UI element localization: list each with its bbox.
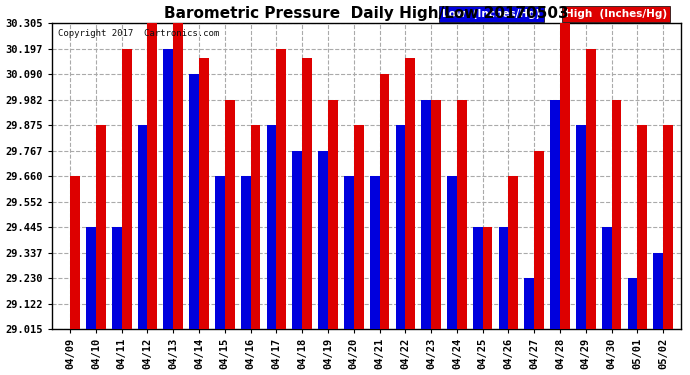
Bar [164,49,173,329]
Bar [405,57,415,329]
Bar [215,176,225,329]
Bar [431,100,441,329]
Bar [112,227,121,329]
Bar [277,49,286,329]
Bar [328,100,338,329]
Bar [370,176,380,329]
Bar [199,57,209,329]
Bar [473,227,483,329]
Bar [173,23,183,329]
Bar [638,125,647,329]
Bar [628,278,638,329]
Bar [663,125,673,329]
Bar [121,49,132,329]
Bar [354,125,364,329]
Bar [380,74,389,329]
Bar [550,100,560,329]
Bar [241,176,250,329]
Bar [344,176,354,329]
Bar [653,253,663,329]
Bar [611,100,622,329]
Bar [499,227,509,329]
Bar [189,74,199,329]
Bar [422,100,431,329]
Bar [560,23,570,329]
Text: Copyright 2017  Cartronics.com: Copyright 2017 Cartronics.com [59,29,219,38]
Bar [225,100,235,329]
Bar [293,151,302,329]
Bar [447,176,457,329]
Bar [576,125,586,329]
Bar [250,125,260,329]
Bar [509,176,518,329]
Bar [524,278,534,329]
Bar [483,227,493,329]
Bar [302,57,312,329]
Bar [148,23,157,329]
Bar [534,151,544,329]
Bar [395,125,405,329]
Bar [138,125,148,329]
Bar [86,227,96,329]
Bar [457,100,466,329]
Text: Low  (Inches/Hg): Low (Inches/Hg) [442,9,540,19]
Bar [266,125,277,329]
Bar [318,151,328,329]
Text: High  (Inches/Hg): High (Inches/Hg) [565,9,667,19]
Bar [96,125,106,329]
Bar [586,49,595,329]
Bar [602,227,611,329]
Bar [70,176,80,329]
Title: Barometric Pressure  Daily High/Low 20170503: Barometric Pressure Daily High/Low 20170… [164,6,569,21]
